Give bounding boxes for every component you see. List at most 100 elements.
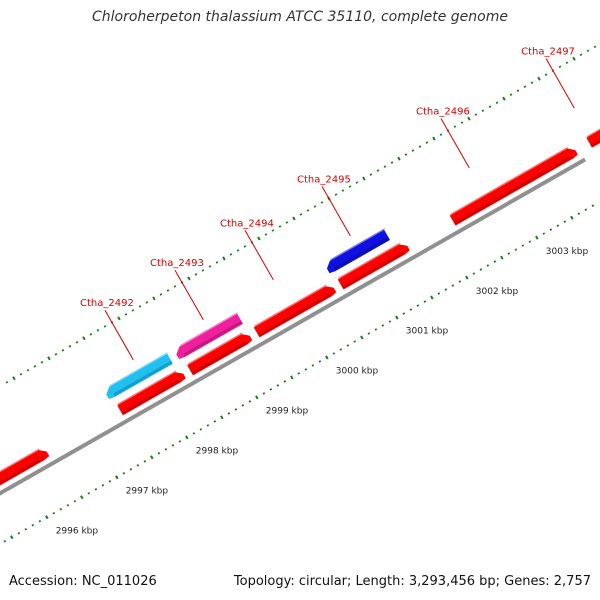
inner-tick-mark (353, 340, 357, 343)
inner-tick-mark (199, 428, 203, 431)
inner-tick-mark (59, 507, 63, 511)
outer-tick-mark (509, 93, 513, 96)
inner-tick-mark (577, 212, 581, 215)
outer-tick-mark (215, 261, 219, 264)
gene-bevel (187, 332, 243, 366)
gene-label[interactable]: Ctha_2496 (416, 107, 470, 118)
inner-tick-mark (24, 527, 28, 531)
kbp-tick-label: 2999 kbp (266, 407, 309, 417)
outer-tick-mark (145, 301, 149, 304)
inner-tick-mark (38, 519, 42, 523)
gene-shade (341, 251, 405, 289)
outer-tick-mark (579, 53, 583, 56)
gene-callout: Ctha_2495 (297, 174, 351, 237)
outer-tick-mark (306, 209, 310, 212)
inner-tick-mark (73, 499, 77, 503)
outer-tick-mark (299, 213, 303, 216)
outer-tick-mark (229, 253, 233, 256)
inner-tick-mark (297, 372, 301, 375)
outer-tick-mark (173, 285, 177, 288)
inner-tick-mark (220, 415, 224, 420)
inner-tick-mark (248, 400, 252, 403)
gene-feature[interactable] (117, 370, 186, 416)
outer-tick-mark (292, 216, 296, 221)
outer-tick-mark (61, 349, 65, 352)
outer-tick-mark (355, 181, 359, 184)
genome-backbone (0, 157, 587, 496)
inner-tick-mark (325, 355, 329, 360)
gene-Ctha_2493[interactable] (176, 312, 244, 360)
inner-tick-mark (94, 487, 98, 491)
callout-leader-line (545, 58, 575, 109)
inner-tick-mark (563, 220, 567, 223)
inner-tick-mark (507, 252, 511, 255)
kbp-tick-label: 2996 kbp (56, 526, 99, 536)
gene-bevel (0, 448, 40, 473)
outer-tick-mark (222, 256, 226, 261)
gene-shade (453, 155, 573, 225)
gene-label[interactable]: Ctha_2492 (80, 298, 134, 309)
outer-tick-mark (453, 125, 457, 128)
inner-tick-mark (409, 308, 413, 311)
gene-Ctha_2492[interactable] (106, 351, 173, 400)
outer-tick-mark (523, 85, 527, 88)
genome-title: Chloroherpeton thalassium ATCC 35110, co… (92, 9, 508, 25)
inner-tick-mark (416, 304, 420, 307)
gene-feature[interactable] (586, 103, 600, 148)
outer-tick-mark (159, 293, 163, 296)
kbp-tick-label: 3001 kbp (406, 327, 449, 337)
inner-tick-mark (262, 392, 266, 395)
gene-feature[interactable] (337, 242, 410, 290)
inner-tick-mark (269, 388, 273, 391)
gene-shade (333, 236, 390, 271)
inner-tick-mark (31, 523, 35, 527)
gene-label[interactable]: Ctha_2497 (521, 47, 575, 58)
kbp-tick-label: 3002 kbp (476, 287, 519, 297)
gene-label[interactable]: Ctha_2493 (150, 258, 204, 269)
inner-tick-mark (213, 420, 217, 423)
gene-label[interactable]: Ctha_2494 (220, 218, 274, 229)
gene-body (106, 353, 173, 400)
topology-summary: Topology: circular; Length: 3,293,456 bp… (233, 574, 591, 589)
outer-tick-mark (96, 329, 100, 332)
inner-tick-mark (395, 315, 399, 320)
outer-tick-mark (488, 105, 492, 108)
outer-tick-mark (82, 336, 86, 341)
gene-label[interactable]: Ctha_2495 (297, 174, 351, 185)
inner-tick-mark (52, 511, 56, 515)
outer-tick-mark (334, 193, 338, 196)
gene-callout: Ctha_2496 (416, 107, 470, 169)
callout-leader-line (321, 186, 351, 237)
inner-tick-mark (101, 484, 105, 487)
outer-tick-mark (40, 361, 44, 364)
callout-leader-line (244, 230, 274, 281)
inner-tick-mark (444, 288, 448, 291)
inner-tick-mark (521, 244, 525, 247)
outer-tick-mark (271, 229, 275, 232)
inner-tick-mark (290, 375, 294, 380)
gene-Ctha_2495[interactable] (326, 228, 391, 274)
inner-tick-mark (276, 384, 280, 387)
inner-tick-mark (87, 491, 91, 495)
gene-body (176, 313, 244, 360)
gene-feature[interactable] (187, 332, 253, 376)
outer-tick-mark (152, 296, 156, 301)
gene-feature[interactable] (253, 284, 337, 338)
outer-tick-mark (425, 141, 429, 144)
outer-tick-mark (103, 325, 107, 328)
gene-feature[interactable] (449, 146, 578, 226)
gene-callouts: Ctha_2492 Ctha_2493 Ctha_2494 Ctha_2495 Ctha… (80, 47, 575, 360)
outer-tick-mark (586, 49, 590, 52)
gene-bevel (329, 228, 385, 262)
gene-feature[interactable] (0, 448, 50, 489)
inner-tick-mark (150, 455, 154, 460)
callout-leader-line (104, 309, 134, 360)
gene-body (187, 334, 253, 376)
inner-tick-mark (500, 255, 504, 260)
inner-tick-mark (136, 464, 140, 467)
inner-tick-mark (535, 235, 539, 240)
gene-callout: Ctha_2494 (220, 218, 274, 281)
outer-tick-mark (33, 365, 37, 368)
inner-tick-mark (402, 312, 406, 315)
inner-tick-mark (178, 440, 182, 443)
